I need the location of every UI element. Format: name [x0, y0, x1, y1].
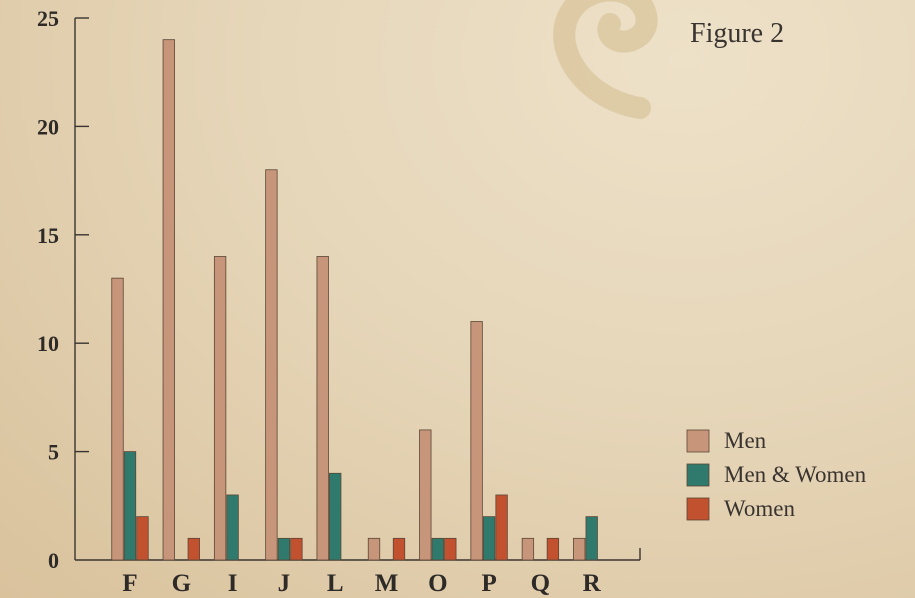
- category-label: J: [278, 570, 291, 597]
- bar-m-series-2: [392, 537, 406, 561]
- bar-j-series-0: [265, 169, 278, 561]
- legend-swatch: [686, 497, 710, 521]
- legend-label: Men: [724, 428, 767, 453]
- category-label: L: [327, 570, 344, 597]
- category-label: M: [375, 570, 399, 597]
- bar-m-series-0: [367, 537, 381, 561]
- legend-swatch: [686, 429, 710, 453]
- bar-f-series-0: [111, 277, 124, 561]
- bar-o-series-2: [444, 537, 457, 561]
- legend-label: Women: [724, 496, 795, 521]
- bar-j-series-2: [290, 537, 303, 561]
- y-tick-label: 15: [37, 223, 59, 248]
- legend-label: Men & Women: [724, 462, 867, 487]
- category-label: I: [228, 570, 238, 597]
- category-label: G: [172, 570, 191, 597]
- bar-g-series-0: [162, 39, 175, 561]
- bar-g-series-2: [187, 537, 200, 561]
- y-tick-label: 5: [48, 440, 59, 465]
- bar-i-series-1: [226, 494, 239, 561]
- bar-j-series-1: [277, 537, 291, 561]
- bar-q-series-0: [521, 537, 535, 561]
- y-tick-label: 20: [37, 114, 59, 139]
- bar-r-series-1: [585, 516, 598, 561]
- bar-p-series-0: [470, 321, 483, 561]
- bar-l-series-1: [329, 472, 342, 561]
- y-axis: 0 5 10 15 20 25: [37, 6, 89, 573]
- category-label: O: [428, 570, 447, 597]
- bar-q-series-2: [546, 537, 560, 561]
- legend: Men Men & Women Women: [686, 428, 867, 521]
- legend-swatch: [686, 463, 710, 487]
- category-label: Q: [531, 570, 550, 597]
- bar-o-series-1: [431, 537, 444, 561]
- category-label: R: [583, 570, 602, 597]
- bar-f-series-1: [123, 451, 137, 561]
- bar-i-series-0: [213, 256, 227, 561]
- bar-r-series-0: [573, 537, 586, 561]
- swirl-watermark: [553, 0, 658, 119]
- category-label: P: [481, 570, 496, 597]
- category-label: F: [122, 570, 137, 597]
- bar-f-series-2: [136, 516, 149, 561]
- bars: [111, 39, 598, 561]
- y-tick-label: 25: [37, 6, 59, 31]
- y-tick-label: 0: [48, 548, 59, 573]
- y-tick-label: 10: [37, 331, 59, 356]
- bar-p-series-1: [482, 516, 496, 561]
- bar-p-series-2: [495, 494, 508, 561]
- bar-o-series-0: [419, 429, 432, 561]
- bar-l-series-0: [316, 256, 329, 561]
- figure-title: Figure 2: [690, 18, 784, 49]
